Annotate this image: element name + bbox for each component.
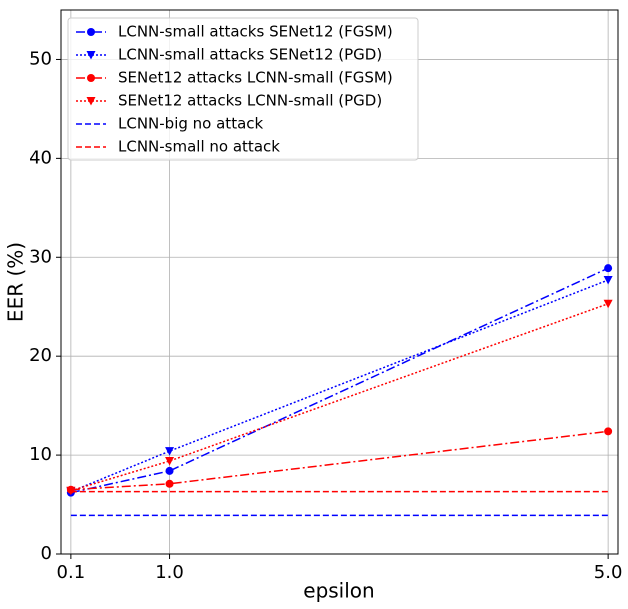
legend-label: LCNN-small attacks SENet12 (FGSM) [118,23,393,41]
legend-box [67,17,419,161]
legend-label: SENet12 attacks LCNN-small (FGSM) [118,69,393,87]
x-tick-label: 1.0 [155,562,184,583]
plot-frame [60,9,619,555]
y-tick-label: 20 [29,345,52,366]
legend-marker [87,74,95,82]
data-point [603,299,613,309]
series-line [70,279,609,493]
y-tick-label: 40 [29,147,52,168]
data-point [165,466,174,475]
y-tick-label: 30 [29,246,52,267]
legend-marker [87,28,95,36]
legend-label: SENet12 attacks LCNN-small (PGD) [118,92,382,110]
y-tick-label: 0 [41,543,52,564]
data-point [165,447,175,456]
series-line [70,430,609,491]
x-axis-label: epsilon [303,579,374,603]
x-tick-label: 5.0 [594,562,623,583]
series-line [70,267,609,494]
data-point [165,479,174,488]
legend-label: LCNN-big no attack [118,115,264,133]
legend-label: LCNN-small no attack [118,138,280,156]
x-tick-label: 0.1 [57,562,86,583]
series-line [70,303,609,492]
legend-marker [86,51,96,60]
y-axis-label: EER (%) [4,242,28,322]
legend-marker [86,97,96,106]
legend-label: LCNN-small attacks SENet12 (PGD) [118,46,382,64]
y-tick-label: 10 [29,444,52,465]
data-point [604,427,613,436]
data-point [603,276,613,285]
data-point [165,457,175,466]
y-tick-label: 50 [29,48,52,69]
data-point [604,264,613,273]
